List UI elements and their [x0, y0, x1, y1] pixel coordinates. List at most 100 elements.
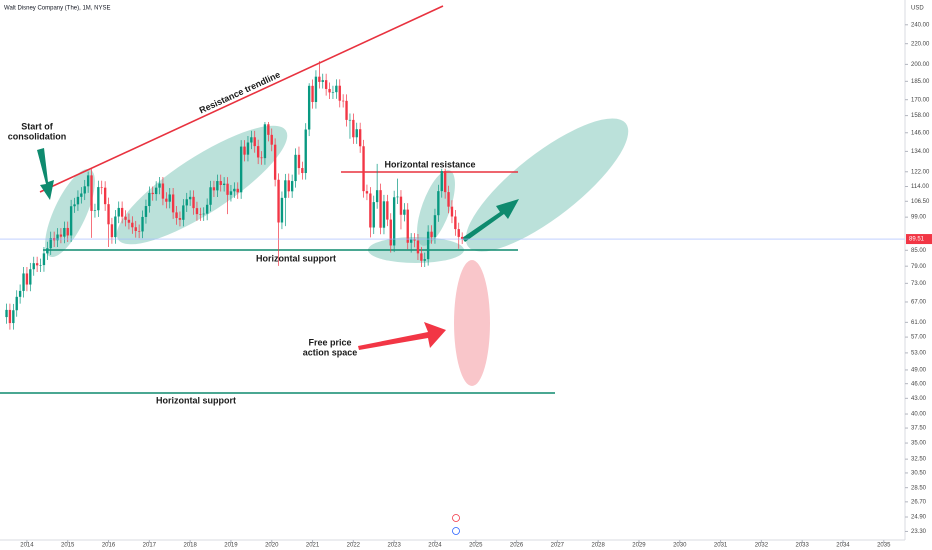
y-tick-label: 114.00 — [911, 184, 930, 190]
candle-body — [311, 85, 314, 103]
candle-body — [399, 196, 403, 215]
candle-body — [209, 187, 212, 205]
candle-body — [294, 154, 297, 182]
candle-body — [447, 192, 450, 207]
candle-body — [318, 76, 321, 82]
x-tick-label: 2033 — [795, 543, 809, 549]
x-tick-label: 2028 — [591, 543, 605, 549]
y-tick-label: 49.00 — [911, 368, 927, 374]
candle-body — [18, 290, 22, 297]
candle-body — [253, 137, 256, 147]
candle-body — [416, 240, 420, 254]
candle-body — [250, 137, 253, 143]
candle-body — [321, 80, 324, 82]
candle-body — [280, 197, 284, 223]
candle-body — [365, 191, 369, 194]
y-tick-label: 24.90 — [911, 515, 927, 521]
x-tick-label: 2017 — [143, 543, 157, 549]
candle-body — [233, 188, 236, 192]
candle-body — [69, 206, 73, 236]
x-tick-label: 2020 — [265, 543, 279, 549]
candle-body — [355, 129, 358, 138]
y-tick-label: 85.00 — [911, 248, 927, 254]
candle-body — [443, 171, 447, 193]
candle-body — [263, 124, 267, 159]
candle-body — [297, 154, 301, 169]
candle-body — [379, 190, 382, 228]
candle-body — [301, 168, 304, 174]
x-tick-label: 2021 — [306, 543, 320, 549]
candle-body — [42, 253, 46, 266]
x-tick-label: 2023 — [387, 543, 401, 549]
y-tick-label: 185.00 — [911, 79, 930, 85]
candle-body — [413, 239, 416, 241]
x-tick-label: 2019 — [224, 543, 238, 549]
candle-body — [168, 194, 171, 202]
candle-body — [114, 216, 117, 238]
candle-body — [392, 197, 396, 246]
y-tick-label: 146.00 — [911, 130, 930, 136]
y-tick-label: 134.00 — [911, 149, 930, 155]
y-tick-label: 220.00 — [911, 41, 930, 47]
candle-body — [97, 187, 100, 211]
candle-body — [382, 201, 386, 228]
candle-body — [120, 207, 124, 217]
candle-body — [345, 100, 348, 120]
y-tick-label: 46.00 — [911, 381, 927, 387]
candle-body — [341, 100, 345, 102]
candle-body — [107, 204, 110, 225]
candle-body — [324, 80, 328, 89]
candle-body — [328, 88, 331, 93]
candle-body — [386, 201, 389, 220]
candle-body — [199, 214, 202, 215]
candle-body — [369, 193, 372, 228]
candle-body — [175, 212, 178, 219]
candle-body — [406, 209, 409, 243]
y-tick-label: 28.50 — [911, 485, 927, 491]
x-tick-label: 2014 — [20, 543, 34, 549]
candle-body — [39, 265, 42, 266]
candle-body — [148, 192, 151, 207]
y-tick-label: 240.00 — [911, 22, 930, 28]
currency-label: USD — [911, 6, 924, 12]
candle-body — [243, 146, 246, 155]
event-icon[interactable] — [452, 527, 460, 535]
arrow — [462, 199, 519, 242]
candle-body — [409, 239, 413, 243]
candle-body — [192, 196, 195, 209]
candle-body — [426, 231, 430, 260]
candle-body — [420, 253, 423, 261]
price-badge — [906, 234, 932, 245]
x-tick-label: 2026 — [510, 543, 524, 549]
candle-body — [335, 85, 338, 93]
candle-body — [212, 187, 216, 191]
candle-body — [171, 194, 175, 213]
candle-body — [267, 124, 270, 135]
candle-body — [430, 231, 433, 238]
candle-body — [358, 129, 362, 147]
x-tick-label: 2030 — [673, 543, 687, 549]
candle-body — [348, 119, 352, 121]
x-tick-label: 2025 — [469, 543, 483, 549]
x-tick-label: 2016 — [102, 543, 116, 549]
candle-body — [260, 157, 263, 159]
annotation: Free price — [308, 337, 351, 347]
y-tick-label: 26.70 — [911, 499, 927, 505]
x-tick-label: 2032 — [755, 543, 769, 549]
resistance-trendline — [39, 5, 444, 193]
candle-body — [76, 196, 80, 205]
candle-body — [8, 309, 12, 324]
candle-body — [454, 216, 457, 230]
x-tick-label: 2034 — [836, 543, 850, 549]
y-tick-label: 158.00 — [911, 113, 930, 119]
event-icon[interactable] — [452, 514, 460, 522]
x-tick-label: 2031 — [714, 543, 728, 549]
candle-body — [5, 309, 8, 318]
annotation: Horizontal resistance — [384, 159, 475, 169]
candle-body — [239, 146, 243, 193]
y-tick-label: 23.30 — [911, 529, 927, 535]
y-tick-label: 106.50 — [911, 199, 930, 205]
candle-body — [15, 296, 18, 311]
y-tick-label: 30.50 — [911, 471, 927, 477]
y-tick-label: 37.50 — [911, 426, 927, 432]
